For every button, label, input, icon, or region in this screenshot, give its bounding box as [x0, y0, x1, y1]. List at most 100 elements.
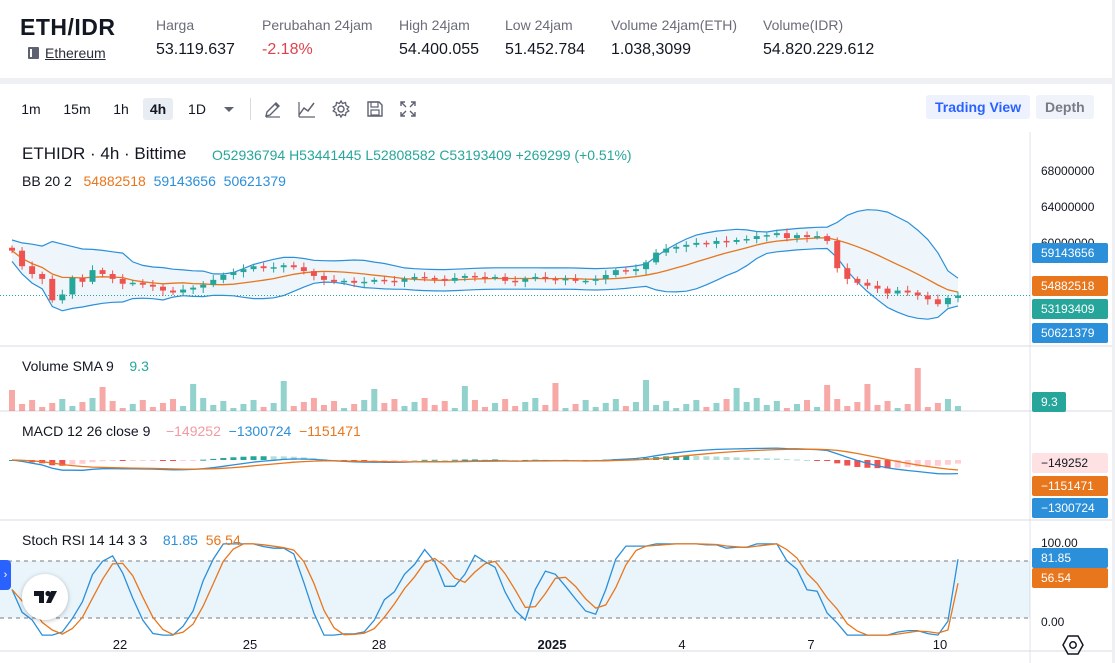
chart-settings-icon[interactable] — [1062, 634, 1084, 656]
sidebar-toggle-button[interactable]: › — [0, 560, 11, 590]
bb-basis-badge: 54882518 — [1032, 276, 1108, 296]
candle-body — [341, 280, 348, 283]
candle-body — [260, 266, 267, 269]
candle-body — [653, 252, 660, 263]
stat-low: Low 24jam 51.452.784 — [505, 17, 585, 59]
candle-body — [451, 277, 458, 281]
candle-body — [572, 278, 579, 281]
fullscreen-icon[interactable] — [398, 99, 418, 119]
macd-histogram-bar — [401, 460, 408, 461]
candle-body — [220, 274, 227, 280]
volume-bar — [934, 403, 941, 411]
macd-histogram-bar — [944, 460, 951, 465]
candle-body — [39, 274, 46, 279]
depth-button[interactable]: Depth — [1036, 95, 1094, 119]
time-tick: 25 — [242, 637, 258, 652]
timeframe-dropdown-icon[interactable] — [219, 99, 239, 119]
stat-label: Volume(IDR) — [763, 17, 844, 33]
macd-line-value: −1300724 — [228, 423, 292, 439]
volume-bar — [431, 405, 438, 411]
macd-histogram-bar — [220, 458, 227, 460]
volume-bar — [361, 400, 368, 411]
volume-bar — [804, 400, 811, 411]
candle-body — [109, 274, 116, 279]
save-icon[interactable] — [365, 99, 385, 119]
bb-lower-value: 50621379 — [223, 173, 286, 189]
timeframe-1h[interactable]: 1h — [113, 101, 129, 117]
volume-bar — [955, 406, 961, 411]
macd-histogram-bar — [190, 460, 197, 461]
macd-signal-badge: −1151471 — [1032, 476, 1108, 496]
volume-bar — [542, 405, 549, 411]
macd-histogram-bar — [482, 459, 488, 461]
symbol-legend: ETHIDR · 4h · Bittime — [22, 144, 187, 163]
macd-histogram-bar — [411, 459, 418, 461]
volume-bar — [99, 387, 106, 411]
candle-body — [733, 239, 740, 242]
macd-histogram-bar — [934, 460, 941, 466]
coin-info-link[interactable]: Ethereum — [28, 45, 106, 61]
bb-upper-badge: 59143656 — [1032, 243, 1108, 263]
volume-bar — [904, 404, 911, 411]
chart-toolbar: 1m 15m 1h 4h 1D Trading View Depth — [0, 84, 1112, 132]
candle-body — [139, 282, 146, 285]
macd-histogram-bar — [451, 459, 458, 461]
stoch-k-badge: 81.85 — [1032, 548, 1108, 568]
macd-histogram-bar — [89, 460, 96, 463]
timeframe-1d[interactable]: 1D — [188, 101, 206, 117]
candle-body — [99, 270, 106, 275]
macd-histogram-bar — [361, 460, 368, 461]
volume-bar — [844, 406, 851, 411]
volume-bar — [79, 402, 86, 411]
candle-body — [663, 248, 670, 253]
bb-upper-value: 59143656 — [153, 173, 216, 189]
macd-histogram-bar — [733, 457, 740, 460]
macd-histogram-bar — [884, 460, 891, 469]
volume-bar — [69, 406, 76, 411]
candle-body — [411, 276, 418, 279]
stat-price: Harga 53.119.637 — [156, 17, 235, 59]
candle-body — [622, 270, 629, 272]
macd-histogram-bar — [139, 460, 146, 461]
volume-bar — [773, 401, 780, 411]
volume-bar — [331, 401, 338, 411]
candle-body — [320, 275, 327, 280]
volume-badge: 9.3 — [1032, 392, 1066, 412]
macd-histogram-bar — [703, 456, 710, 460]
volume-bar — [180, 406, 187, 411]
timeframe-4h[interactable]: 4h — [143, 98, 173, 120]
trading-view-button[interactable]: Trading View — [926, 95, 1031, 119]
candle-body — [310, 271, 317, 276]
volume-bar — [763, 405, 770, 411]
settings-icon[interactable] — [331, 99, 351, 119]
candle-body — [864, 282, 871, 286]
stat-volume-idr: Volume(IDR) 54.820.229.612 — [763, 17, 874, 59]
macd-histogram-bar — [250, 456, 257, 460]
bb-basis-value: 54882518 — [83, 173, 146, 189]
macd-histogram-bar — [471, 459, 478, 461]
volume-bar — [441, 401, 448, 411]
volume-bar — [149, 407, 156, 411]
macd-histogram-bar — [381, 460, 388, 461]
volume-bar — [592, 407, 599, 411]
timeframe-15m[interactable]: 15m — [63, 101, 91, 117]
timeframe-1m[interactable]: 1m — [21, 101, 41, 117]
indicator-icon[interactable] — [297, 99, 317, 119]
volume-bar — [290, 406, 297, 411]
macd-histogram-bar — [693, 455, 700, 460]
candle-body — [643, 262, 650, 270]
macd-histogram-bar — [834, 460, 841, 464]
candle-body — [914, 292, 921, 296]
volume-bar — [300, 402, 307, 411]
candle-body — [190, 287, 197, 290]
candle-body — [512, 280, 519, 283]
volume-bar — [612, 399, 619, 411]
bb-upper-line — [11, 209, 959, 279]
macd-histogram-bar — [119, 460, 126, 461]
candle-body — [834, 240, 841, 269]
candle-body — [230, 272, 237, 275]
tradingview-logo[interactable] — [22, 574, 68, 620]
chart-canvas[interactable] — [0, 132, 1112, 663]
candle-body — [582, 280, 589, 283]
draw-icon[interactable] — [263, 99, 283, 119]
